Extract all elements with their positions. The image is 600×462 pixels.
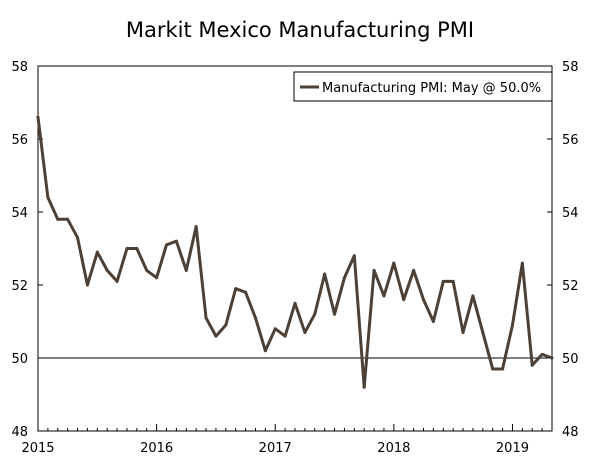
- data-point: [372, 268, 376, 272]
- data-point: [135, 247, 139, 250]
- data-point: [263, 349, 267, 353]
- data-point: [115, 279, 119, 283]
- data-point: [194, 225, 198, 229]
- data-point: [431, 320, 435, 323]
- data-point: [530, 363, 534, 367]
- y-tick-label-right: 56: [562, 133, 579, 148]
- legend: Manufacturing PMI: May @ 50.0%: [293, 71, 553, 102]
- data-point: [165, 243, 168, 247]
- y-tick-label-right: 58: [562, 60, 579, 75]
- data-point: [451, 279, 455, 283]
- data-point: [66, 217, 70, 221]
- y-tick-label-left: 52: [11, 279, 28, 294]
- data-point: [441, 279, 445, 283]
- data-point: [85, 283, 89, 287]
- data-point: [244, 290, 248, 294]
- data-point: [283, 334, 287, 338]
- data-point: [422, 298, 425, 302]
- y-tick-label-left: 56: [11, 133, 28, 148]
- chart-title: Markit Mexico Manufacturing PMI: [126, 18, 474, 42]
- data-point: [145, 268, 149, 272]
- data-point: [481, 330, 485, 334]
- data-point: [293, 301, 297, 305]
- y-tick-label-left: 50: [11, 352, 28, 367]
- plot-area: [37, 65, 553, 432]
- y-tick-label-right: 50: [562, 352, 579, 367]
- data-point: [333, 312, 337, 316]
- data-point: [214, 334, 218, 338]
- legend-box: [293, 71, 553, 102]
- data-point: [224, 323, 228, 327]
- data-point: [184, 268, 188, 272]
- data-point: [155, 276, 159, 280]
- x-tick-label: 2018: [377, 441, 410, 456]
- y-tick-label-left: 54: [11, 206, 28, 221]
- data-point: [303, 330, 307, 334]
- data-point: [125, 247, 129, 250]
- data-point: [520, 261, 524, 265]
- data-point: [204, 316, 208, 320]
- data-point: [174, 239, 178, 243]
- data-point: [392, 261, 396, 265]
- pmi-series-line: [36, 115, 554, 389]
- y-tick-label-right: 48: [562, 425, 579, 440]
- data-point: [253, 316, 257, 320]
- data-point: [382, 294, 386, 298]
- data-point: [76, 236, 80, 240]
- x-tick-label: 2017: [259, 441, 292, 456]
- data-point: [501, 367, 505, 371]
- data-point: [412, 268, 416, 272]
- y-tick-label-right: 54: [562, 206, 579, 221]
- data-point: [491, 367, 495, 371]
- legend-label: Manufacturing PMI: May @ 50.0%: [322, 81, 541, 96]
- data-point: [342, 276, 346, 280]
- data-point: [461, 330, 465, 334]
- data-point: [46, 195, 50, 199]
- y-tick-label-right: 52: [562, 279, 579, 294]
- x-tick-label: 2015: [21, 441, 54, 456]
- data-point: [95, 250, 99, 254]
- data-point: [402, 298, 406, 302]
- data-point: [362, 385, 366, 389]
- data-point: [352, 254, 356, 258]
- data-point: [234, 287, 238, 291]
- data-point: [56, 217, 60, 221]
- y-tick-label-left: 48: [11, 425, 28, 440]
- data-point: [510, 323, 514, 327]
- data-point: [540, 352, 544, 356]
- data-point: [273, 327, 277, 331]
- x-tick-label: 2016: [140, 441, 173, 456]
- x-tick-label: 2019: [496, 441, 529, 456]
- data-point: [36, 115, 40, 119]
- data-point: [550, 356, 554, 360]
- data-point: [323, 272, 327, 276]
- data-point: [105, 268, 109, 272]
- data-point: [313, 312, 317, 316]
- y-tick-label-left: 58: [11, 60, 28, 75]
- data-point: [471, 294, 475, 298]
